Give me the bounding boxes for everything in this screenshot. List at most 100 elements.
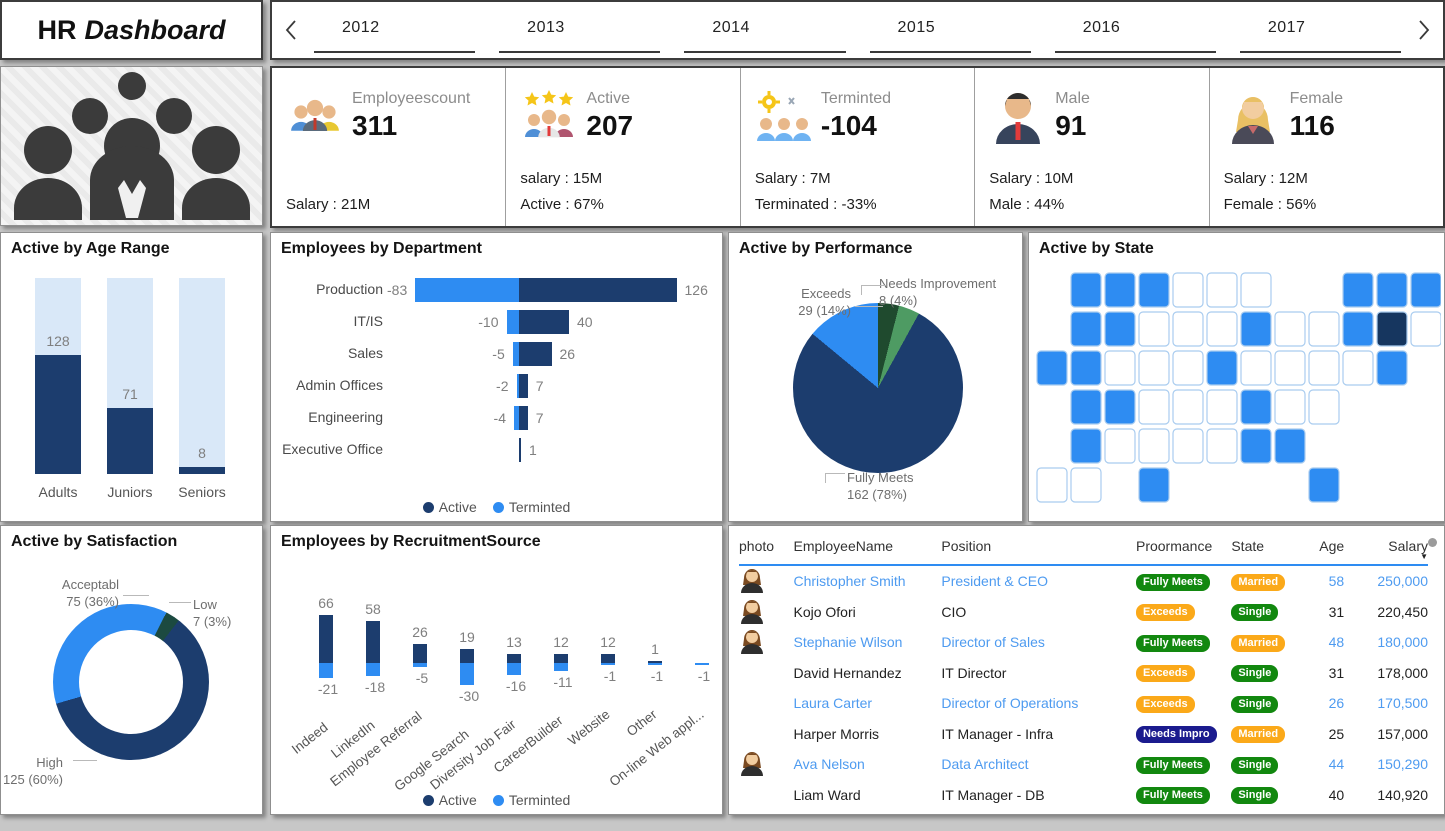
table-row[interactable]: Laura Carter Director of Operations Exceed… (739, 688, 1428, 719)
state-FL[interactable] (1308, 467, 1340, 503)
column-header-photo[interactable]: photo (739, 532, 793, 560)
state-HI[interactable] (1070, 467, 1102, 503)
satisfaction-donut[interactable] (53, 604, 209, 760)
us-state-map[interactable] (1033, 267, 1442, 516)
state-TN[interactable] (1206, 389, 1238, 425)
rec-bar-active[interactable] (460, 649, 474, 663)
column-header-employeename[interactable]: EmployeeName (793, 532, 941, 560)
rec-bar-terminated[interactable] (601, 663, 615, 665)
dept-bar-active[interactable] (519, 342, 552, 366)
column-header-salary[interactable]: Salary ▼ (1348, 532, 1428, 561)
legend-item-active[interactable]: Active (422, 792, 477, 808)
rec-bar-terminated[interactable] (507, 663, 521, 675)
dept-bar-terminated[interactable] (514, 406, 519, 430)
state-CT[interactable] (1376, 350, 1408, 386)
table-row[interactable]: Ava Nelson Data Architect Fully Meets Singl… (739, 749, 1428, 780)
table-scrollbar-thumb[interactable] (1428, 538, 1437, 547)
employee-name[interactable]: Christopher Smith (793, 573, 906, 590)
state-ME[interactable] (1410, 272, 1442, 308)
table-row[interactable]: Christopher Smith President & CEO Fully Me… (739, 566, 1428, 597)
state-WI[interactable] (1206, 272, 1238, 308)
table-row[interactable]: David Hernandez IT Director Exceeds Single 3… (739, 658, 1428, 689)
state-WY[interactable] (1104, 350, 1136, 386)
state-AL[interactable] (1240, 428, 1272, 464)
rec-bar-terminated[interactable] (413, 663, 427, 667)
state-NY[interactable] (1342, 311, 1374, 347)
state-NJ[interactable] (1342, 350, 1374, 386)
state-RI[interactable] (1410, 311, 1442, 347)
state-CO[interactable] (1104, 389, 1136, 425)
chevron-left-icon[interactable] (280, 18, 302, 42)
legend-item-terminted[interactable]: Terminted (492, 499, 570, 515)
age-bar-juniors[interactable] (107, 407, 153, 474)
table-row[interactable]: Kojo Ofori CIO Exceeds Single 31 220,450 (739, 597, 1428, 628)
dept-bar-active[interactable] (519, 374, 528, 398)
legend-item-terminted[interactable]: Terminted (492, 792, 570, 808)
state-NM[interactable] (1104, 428, 1136, 464)
state-UT[interactable] (1070, 389, 1102, 425)
state-TX[interactable] (1138, 467, 1170, 503)
state-NE[interactable] (1138, 350, 1170, 386)
state-AK[interactable] (1036, 467, 1068, 503)
chevron-right-icon[interactable] (1413, 18, 1435, 42)
rec-bar-terminated[interactable] (319, 663, 333, 679)
rec-bar-terminated[interactable] (460, 663, 474, 685)
state-IL[interactable] (1206, 311, 1238, 347)
state-DE[interactable] (1308, 389, 1340, 425)
kpi-card-female[interactable]: Female 116 Salary : 12M Female : 56% (1208, 68, 1443, 226)
state-MS[interactable] (1206, 428, 1238, 464)
state-AR[interactable] (1172, 389, 1204, 425)
rec-bar-active[interactable] (319, 614, 333, 663)
year-tab-2012[interactable]: 2012 (314, 7, 476, 53)
year-tab-2015[interactable]: 2015 (869, 7, 1031, 53)
kpi-card-employeescount[interactable]: Employeescount 311 Salary : 21M (272, 68, 505, 226)
column-header-age[interactable]: Age (1311, 532, 1348, 560)
state-MN[interactable] (1172, 272, 1204, 308)
table-row[interactable]: Harper Morris IT Manager - Infra Needs Imp… (739, 719, 1428, 750)
age-bar-seniors[interactable] (179, 466, 225, 474)
year-tab-2017[interactable]: 2017 (1239, 7, 1402, 53)
state-SC[interactable] (1274, 389, 1306, 425)
state-VT[interactable] (1342, 272, 1374, 308)
performance-pie[interactable] (793, 303, 963, 473)
dept-bar-terminated[interactable] (506, 310, 519, 334)
rec-bar-active[interactable] (554, 654, 568, 663)
kpi-card-terminted[interactable]: Terminted -104 Salary : 7M Terminated : -33… (739, 68, 974, 226)
table-row[interactable]: Liam Ward IT Manager - DB Fully Meets Singl… (739, 780, 1428, 811)
employee-name[interactable]: Stephanie Wilson (793, 634, 903, 651)
table-row[interactable]: Stephanie Wilson Director of Sales Fully M… (739, 627, 1428, 658)
legend-item-active[interactable]: Active (422, 499, 477, 515)
year-tab-2013[interactable]: 2013 (499, 7, 661, 53)
state-GA[interactable] (1274, 428, 1306, 464)
rec-bar-active[interactable] (507, 653, 521, 663)
employee-position[interactable]: Director of Operations (941, 695, 1079, 712)
dept-bar-active[interactable] (519, 406, 528, 430)
rec-bar-active[interactable] (366, 620, 380, 663)
rec-bar-active[interactable] (413, 644, 427, 663)
age-bar-adults[interactable] (35, 354, 81, 474)
state-PA[interactable] (1308, 311, 1340, 347)
state-KY[interactable] (1206, 350, 1238, 386)
state-ND[interactable] (1138, 272, 1170, 308)
state-OH[interactable] (1274, 311, 1306, 347)
state-WA[interactable] (1070, 272, 1102, 308)
dept-bar-active[interactable] (519, 310, 569, 334)
dept-bar-terminated[interactable] (415, 278, 519, 302)
state-KS[interactable] (1138, 389, 1170, 425)
employee-position[interactable]: Data Architect (941, 756, 1029, 773)
kpi-card-male[interactable]: Male 91 Salary : 10M Male : 44% (974, 68, 1208, 226)
employee-position[interactable]: Director of Sales (941, 634, 1045, 651)
rec-bar-terminated[interactable] (554, 663, 568, 672)
state-MO[interactable] (1172, 350, 1204, 386)
state-AZ[interactable] (1070, 428, 1102, 464)
employee-name[interactable]: Laura Carter (793, 695, 873, 712)
dept-bar-active[interactable] (519, 438, 521, 462)
state-NV[interactable] (1070, 350, 1102, 386)
employee-position[interactable]: President & CEO (941, 573, 1048, 590)
state-MA[interactable] (1376, 311, 1408, 347)
state-IA[interactable] (1172, 311, 1204, 347)
state-NH[interactable] (1376, 272, 1408, 308)
year-tab-2016[interactable]: 2016 (1054, 7, 1216, 53)
rec-bar-terminated[interactable] (648, 663, 662, 665)
employee-name[interactable]: Ava Nelson (793, 756, 865, 773)
